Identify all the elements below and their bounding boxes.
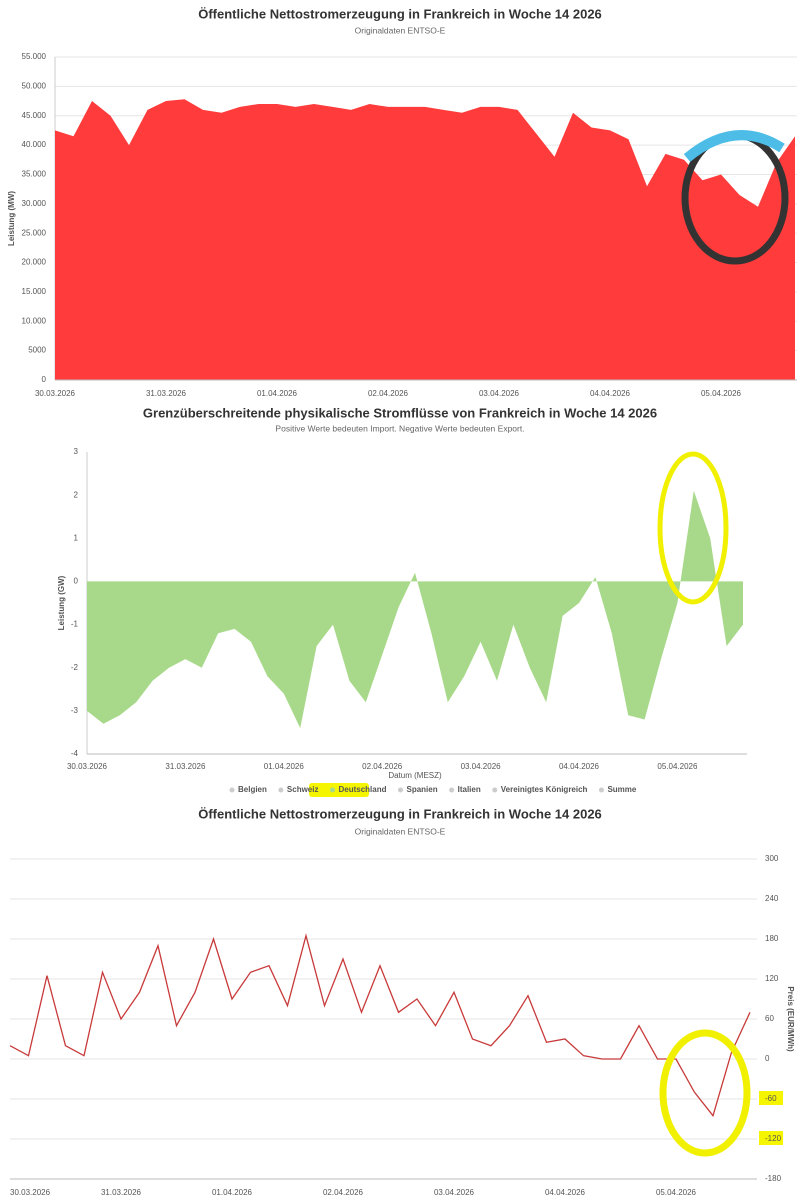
y-tick-label: 35.000 [22, 170, 47, 179]
x-tick-label: 01.04.2026 [257, 389, 298, 398]
y-tick-label: 55.000 [22, 52, 47, 61]
y-tick-label: 50.000 [22, 81, 47, 90]
y-axis-title: Preis (EUR/MWh) [786, 986, 795, 1052]
x-tick-label: 01.04.2026 [212, 1188, 253, 1197]
y-tick-label: 1 [74, 533, 79, 542]
legend-item: Schweiz [287, 785, 319, 794]
y-axis-title: Leistung (GW) [57, 575, 66, 630]
y-tick-label: 25.000 [22, 228, 47, 237]
chart-subtitle: Originaldaten ENTSO-E [355, 25, 446, 35]
x-tick-label: 05.04.2026 [701, 389, 742, 398]
x-tick-label: 01.04.2026 [264, 762, 305, 771]
x-tick-label: 30.03.2026 [10, 1188, 51, 1197]
x-tick-label: 02.04.2026 [368, 389, 409, 398]
x-tick-label: 03.04.2026 [479, 389, 520, 398]
y-axis-title: Leistung (MW) [7, 191, 16, 246]
y-tick-label: 120 [765, 974, 779, 983]
annotations [657, 130, 789, 1157]
chart-subtitle: Originaldaten ENTSO-E [355, 826, 446, 836]
area [55, 99, 795, 381]
y-tick-label: 45.000 [22, 111, 47, 120]
chart-title: Grenzüberschreitende physikalische Strom… [143, 405, 657, 420]
x-tick-label: 30.03.2026 [67, 762, 108, 771]
y-tick-label: 2 [74, 490, 79, 499]
legend-highlight [309, 783, 369, 797]
y-tick-label: 0 [765, 1054, 770, 1063]
tick-highlight [759, 1131, 783, 1145]
x-tick-label: 31.03.2026 [146, 389, 187, 398]
y-tick-label: 15.000 [22, 287, 47, 296]
y-tick-label: 3 [74, 447, 79, 456]
y-tick-label: -4 [71, 749, 79, 758]
legend-item: Summe [607, 785, 636, 794]
x-tick-label: 05.04.2026 [656, 1188, 697, 1197]
y-tick-label: 10.000 [22, 316, 47, 325]
y-tick-label: -3 [71, 706, 79, 715]
x-tick-label: 04.04.2026 [559, 762, 600, 771]
legend-item: Italien [458, 785, 481, 794]
y-tick-label: 30.000 [22, 199, 47, 208]
y-tick-label: -2 [71, 663, 79, 672]
x-tick-label: 05.04.2026 [657, 762, 698, 771]
legend-marker [398, 787, 403, 793]
y-tick-label: 0 [42, 375, 47, 384]
tick-highlight [759, 1091, 783, 1105]
y-tick-label: 0 [74, 577, 79, 586]
legend-marker [329, 787, 335, 793]
legend-item: Spanien [407, 785, 438, 794]
y-tick-label: 240 [765, 894, 779, 903]
y-tick-label: 20.000 [22, 258, 47, 267]
x-tick-label: 02.04.2026 [362, 762, 403, 771]
x-tick-label: 04.04.2026 [545, 1188, 586, 1197]
chart-title: Öffentliche Nettostromerzeugung in Frank… [198, 6, 602, 21]
chart-subtitle: Positive Werte bedeuten Import. Negative… [275, 423, 524, 433]
annotation-arc [683, 130, 785, 162]
y-tick-label: 5000 [28, 346, 46, 355]
legend-marker [492, 787, 498, 793]
y-tick-label: -120 [765, 1134, 782, 1143]
y-tick-label: -1 [71, 620, 79, 629]
y-tick-label: 180 [765, 934, 779, 943]
annotation-circle [659, 1029, 751, 1157]
legend-marker [278, 787, 284, 793]
legend-marker [449, 787, 455, 793]
y-tick-label: -60 [765, 1094, 777, 1103]
line [9, 933, 751, 1118]
x-tick-label: 03.04.2026 [461, 762, 502, 771]
area [87, 490, 743, 729]
x-tick-label: 31.03.2026 [165, 762, 206, 771]
x-tick-label: 03.04.2026 [434, 1188, 475, 1197]
y-tick-label: 300 [765, 854, 779, 863]
x-tick-label: 30.03.2026 [35, 389, 76, 398]
chart-title: Öffentliche Nettostromerzeugung in Frank… [198, 806, 602, 821]
y-tick-label: 40.000 [22, 140, 47, 149]
legend-marker [598, 787, 604, 793]
legend-marker [229, 787, 235, 793]
x-axis-title: Datum (MESZ) [388, 771, 442, 780]
legend-item: Vereinigtes Königreich [501, 785, 588, 794]
legend-item: Deutschland [338, 785, 386, 794]
x-tick-label: 02.04.2026 [323, 1188, 364, 1197]
y-tick-label: 60 [765, 1014, 774, 1023]
annotation-circle [657, 451, 729, 605]
x-tick-label: 04.04.2026 [590, 389, 631, 398]
legend-item: Belgien [238, 785, 267, 794]
y-tick-label: -180 [765, 1174, 782, 1183]
x-tick-label: 31.03.2026 [101, 1188, 142, 1197]
